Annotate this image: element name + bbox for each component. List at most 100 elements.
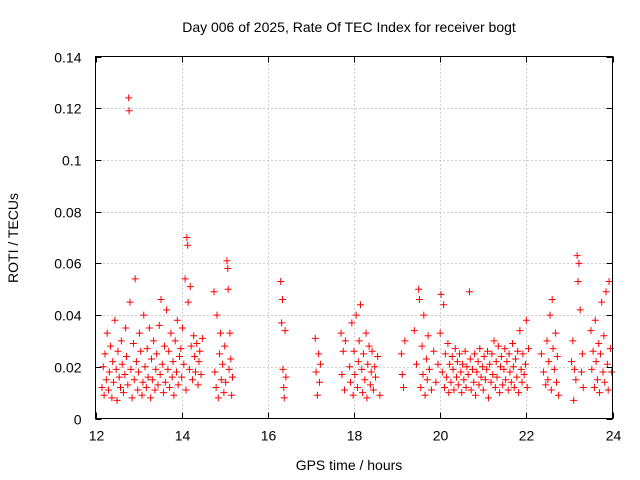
- data-point: [152, 365, 160, 373]
- data-point: [492, 358, 500, 366]
- data-point: [444, 340, 452, 348]
- data-point: [212, 383, 220, 391]
- data-point: [168, 373, 176, 381]
- data-point: [144, 373, 152, 381]
- data-point: [509, 363, 517, 371]
- data-point: [480, 352, 488, 360]
- data-point: [425, 365, 433, 373]
- data-point: [430, 347, 438, 355]
- data-point: [123, 352, 131, 360]
- chart-title: Day 006 of 2025, Rate Of TEC Index for r…: [182, 19, 516, 35]
- data-point: [115, 373, 123, 381]
- data-point: [278, 296, 286, 304]
- data-point: [587, 327, 595, 335]
- data-point: [219, 360, 227, 368]
- data-point: [228, 391, 236, 399]
- data-point: [523, 383, 531, 391]
- data-point: [369, 386, 377, 394]
- data-point: [507, 378, 515, 386]
- data-point: [415, 285, 423, 293]
- data-point: [366, 381, 374, 389]
- data-point: [187, 342, 195, 350]
- data-point: [181, 275, 189, 283]
- data-point: [164, 365, 172, 373]
- data-point: [127, 365, 135, 373]
- data-point: [436, 329, 444, 337]
- y-tick-label: 0.12: [54, 101, 81, 117]
- x-tick-labels: 12 14 16 18 20 22 24: [89, 428, 622, 444]
- data-point: [596, 350, 604, 358]
- data-point: [488, 350, 496, 358]
- data-point: [549, 345, 557, 353]
- data-point: [368, 347, 376, 355]
- data-point: [163, 306, 171, 314]
- y-axis-label: ROTI / TECUs: [5, 193, 21, 283]
- data-point: [576, 306, 584, 314]
- data-point: [134, 386, 142, 394]
- data-point: [148, 355, 156, 363]
- data-point: [376, 391, 384, 399]
- data-point: [365, 342, 373, 350]
- data-point: [122, 324, 130, 332]
- data-point: [474, 358, 482, 366]
- data-point: [158, 360, 166, 368]
- data-point: [224, 285, 232, 293]
- data-point: [156, 371, 164, 379]
- data-point: [160, 342, 168, 350]
- data-point: [412, 360, 420, 368]
- data-point: [447, 378, 455, 386]
- data-point: [354, 358, 362, 366]
- data-point: [346, 363, 354, 371]
- data-point: [154, 381, 162, 389]
- data-point: [130, 376, 138, 384]
- data-point: [363, 394, 371, 402]
- data-point: [139, 378, 147, 386]
- data-point: [216, 350, 224, 358]
- data-point: [141, 363, 149, 371]
- data-point: [467, 386, 475, 394]
- y-tick-label: 0.1: [62, 153, 82, 169]
- data-point: [183, 234, 191, 241]
- data-point: [595, 340, 603, 348]
- data-point: [449, 365, 457, 373]
- data-point: [475, 381, 483, 389]
- data-point: [464, 371, 472, 379]
- data-point: [548, 296, 556, 304]
- data-point: [148, 376, 156, 384]
- y-tick-label: 0.14: [54, 50, 81, 66]
- data-point: [184, 241, 192, 249]
- data-point: [337, 329, 345, 337]
- data-point: [364, 360, 372, 368]
- grid: [95, 56, 613, 419]
- data-point: [179, 324, 187, 332]
- data-point: [140, 311, 148, 319]
- data-point: [117, 337, 125, 345]
- x-tick-label: 18: [347, 428, 363, 444]
- data-point: [593, 376, 601, 384]
- data-point: [490, 337, 498, 345]
- data-point: [210, 288, 218, 296]
- data-point: [173, 316, 181, 324]
- data-point: [457, 368, 465, 376]
- data-point: [501, 345, 509, 353]
- data-point: [361, 376, 369, 384]
- data-point: [552, 378, 560, 386]
- data-point: [440, 301, 448, 309]
- data-point: [491, 383, 499, 391]
- data-point: [225, 365, 233, 373]
- data-point: [473, 368, 481, 376]
- data-point: [358, 365, 366, 373]
- data-point: [481, 376, 489, 384]
- data-point: [316, 378, 324, 386]
- data-point: [347, 378, 355, 386]
- data-point: [110, 378, 118, 386]
- data-point: [542, 381, 550, 389]
- data-point: [397, 350, 405, 358]
- data-point: [570, 396, 578, 404]
- data-point: [448, 352, 456, 360]
- data-point: [479, 386, 487, 394]
- data-point: [493, 373, 501, 381]
- data-point: [588, 365, 596, 373]
- data-point: [198, 334, 206, 342]
